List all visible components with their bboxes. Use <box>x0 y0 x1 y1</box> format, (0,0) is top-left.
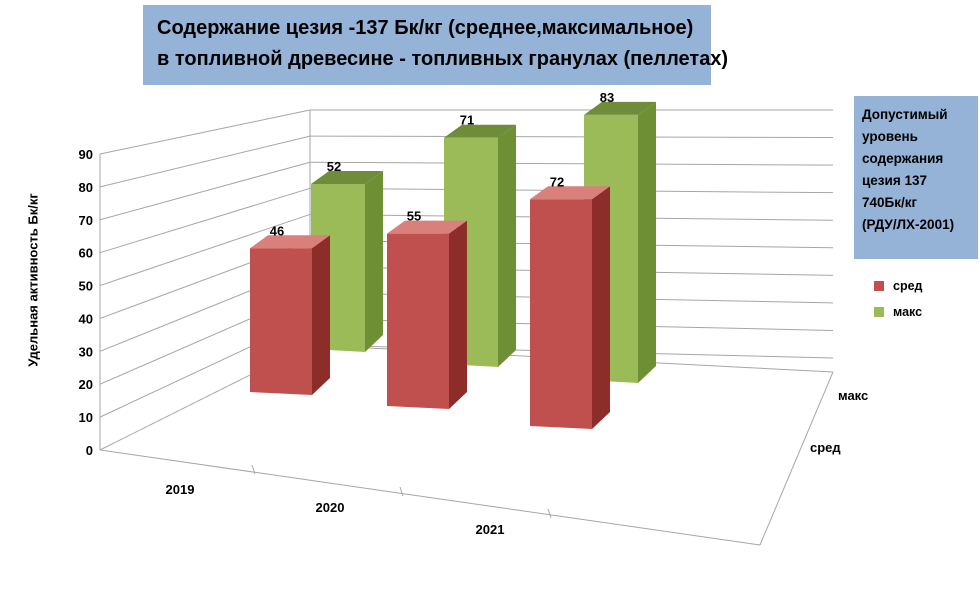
y-tick-label: 10 <box>79 410 93 425</box>
depth-label-сред: сред <box>810 440 841 455</box>
data-label-макс-2021: 83 <box>600 90 614 105</box>
note-line-6: (РДУ/ЛХ-2001) <box>862 217 955 232</box>
y-tick-label: 80 <box>79 180 93 195</box>
legend-swatch-maks <box>874 307 884 317</box>
legend-label-sred: сред <box>893 279 923 293</box>
bar-side-face <box>498 124 516 367</box>
bar-side-face <box>312 235 330 395</box>
side-gridline-7 <box>99 161 311 221</box>
x-tick-label-2019: 2019 <box>166 482 195 497</box>
y-tick-label: 0 <box>86 443 93 458</box>
chart-title-line-1: Содержание цезия -137 Бк/кг (среднее,мак… <box>157 17 694 39</box>
note-line-5: 740Бк/кг <box>862 195 918 210</box>
legend-swatch-sred <box>874 281 884 291</box>
note-line-4: цезия 137 <box>862 173 927 188</box>
note-line-3: содержания <box>862 151 944 166</box>
bar-front-face <box>387 233 449 409</box>
bar-top-face <box>584 101 656 115</box>
side-gridline-8 <box>99 135 311 188</box>
y-tick-label: 60 <box>79 246 93 261</box>
bar-top-face <box>444 124 516 138</box>
x-tick-mark-0 <box>251 464 256 475</box>
bar-side-face <box>638 101 656 384</box>
y-axis-label: Удельная активность Бк/кг <box>25 193 41 367</box>
legend: сред макс <box>874 273 922 325</box>
legend-label-maks: макс <box>893 305 923 319</box>
bar-side-face <box>449 220 467 409</box>
y-tick-label: 90 <box>79 147 93 162</box>
side-gridline-9 <box>99 109 311 155</box>
permissible-level-note: Допустимый уровень содержания цезия 137 … <box>854 96 978 259</box>
bar-side-face <box>592 186 610 429</box>
bar-front-face <box>530 199 592 429</box>
y-tick-label: 40 <box>79 311 93 326</box>
depth-label-макс: макс <box>838 388 868 403</box>
x-tick-mark-1 <box>399 486 404 497</box>
note-line-2: уровень <box>862 129 918 144</box>
bar-front-face <box>250 248 312 395</box>
bar-top-face <box>387 220 467 234</box>
data-label-макс-2020: 71 <box>460 113 474 128</box>
y-tick-label: 50 <box>79 279 93 294</box>
bar-сред-2021 <box>530 186 610 429</box>
y-tick-label: 20 <box>79 377 93 392</box>
side-gridline-6 <box>99 187 311 254</box>
chart-title-line-2: в топливной древесине - топливных гранул… <box>157 48 729 70</box>
back-gridline-7 <box>309 161 834 166</box>
bar-top-face <box>530 186 610 200</box>
side-gridline-5 <box>99 213 311 287</box>
data-label-сред-2021: 72 <box>550 174 564 189</box>
back-gridline-8 <box>309 135 834 139</box>
x-tick-label-2020: 2020 <box>316 500 345 515</box>
bar-top-face <box>311 171 383 184</box>
floor-right-edge <box>759 371 834 546</box>
y-tick-label: 30 <box>79 344 93 359</box>
bar-side-face <box>365 171 383 352</box>
x-tick-mark-2 <box>547 508 552 519</box>
x-tick-label-2021: 2021 <box>476 522 505 537</box>
bar-сред-2019 <box>250 235 330 395</box>
y-tick-label: 70 <box>79 213 93 228</box>
data-label-сред-2019: 46 <box>270 223 284 238</box>
labels-layer: 0 10 20 30 40 50 60 70 80 90 52 71 83 46 55 72 2019 2020 2… <box>79 90 869 537</box>
data-label-макс-2019: 52 <box>327 159 341 174</box>
bar-макс-2021 <box>584 101 656 384</box>
note-line-1: Допустимый <box>862 107 948 122</box>
floor-front-edge <box>99 449 761 546</box>
legend-item-sred: сред <box>874 273 922 299</box>
bars-layer <box>250 101 656 429</box>
legend-item-maks: макс <box>874 299 922 325</box>
bar-top-face <box>250 235 330 249</box>
chart-title-box: Содержание цезия -137 Бк/кг (среднее,мак… <box>143 5 729 85</box>
bar-сред-2020 <box>387 220 467 409</box>
data-label-сред-2020: 55 <box>407 209 421 224</box>
